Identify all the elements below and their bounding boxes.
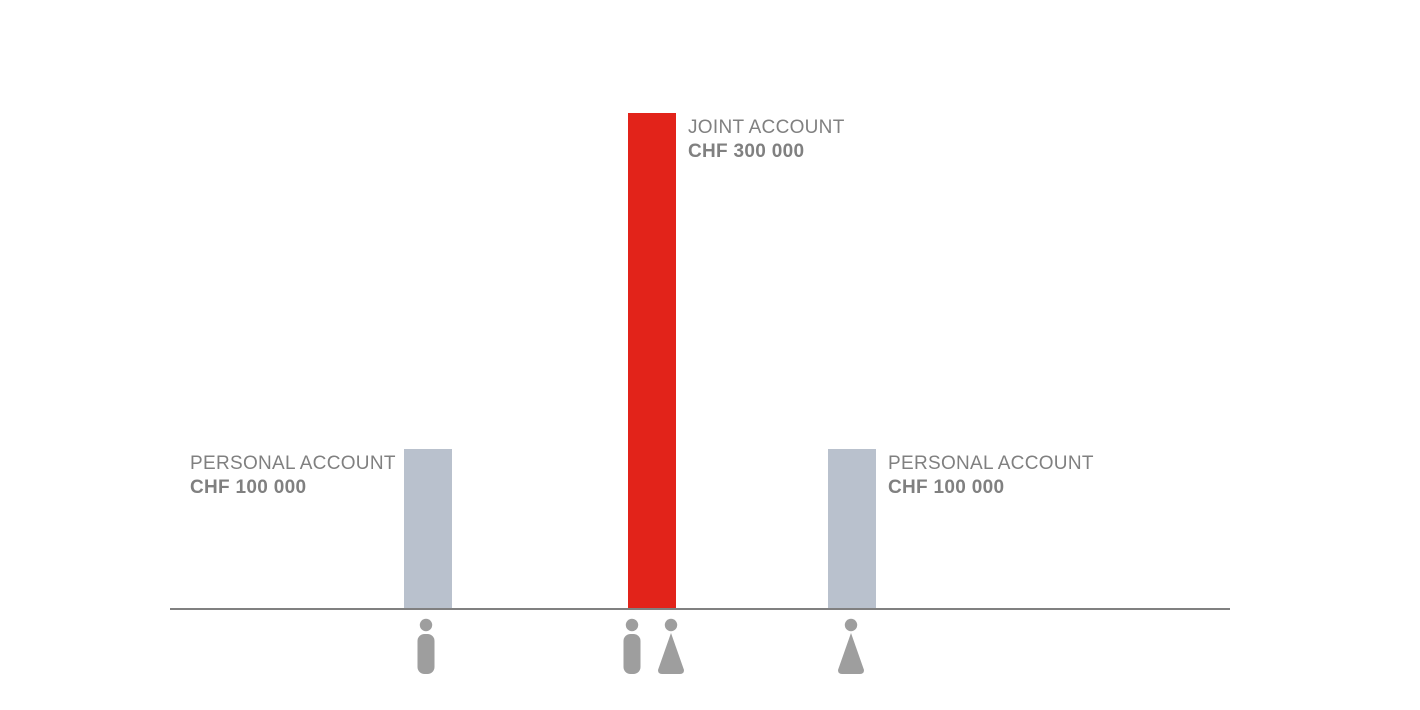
bar-label-value: CHF 100 000 — [888, 476, 1094, 500]
person-female-icon — [656, 618, 686, 676]
person-male-icon — [412, 618, 440, 676]
bar-label-title: PERSONAL ACCOUNT — [888, 452, 1094, 476]
chart-stage: PERSONAL ACCOUNTCHF 100 000 JOINT ACCOUN… — [0, 0, 1420, 710]
bar-personal-left — [404, 449, 452, 608]
bar-label-personal-left: PERSONAL ACCOUNTCHF 100 000 — [190, 452, 396, 500]
bar-label-title: JOINT ACCOUNT — [688, 116, 845, 140]
chart-baseline — [170, 608, 1230, 610]
bar-label-value: CHF 300 000 — [688, 140, 845, 164]
bar-joint-center — [628, 113, 676, 608]
bar-label-title: PERSONAL ACCOUNT — [190, 452, 396, 476]
person-female-icon — [836, 618, 866, 676]
bar-personal-right — [828, 449, 876, 608]
person-male-icon — [618, 618, 646, 676]
bar-label-value: CHF 100 000 — [190, 476, 396, 500]
bar-label-personal-right: PERSONAL ACCOUNTCHF 100 000 — [888, 452, 1094, 500]
bar-label-joint-center: JOINT ACCOUNTCHF 300 000 — [688, 116, 845, 164]
